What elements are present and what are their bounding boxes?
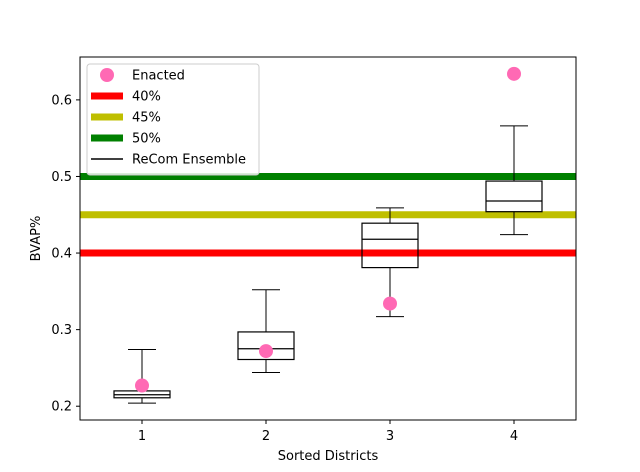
y-tick-label: 0.3 [51, 323, 72, 338]
enacted-point-district-1 [135, 378, 149, 393]
legend-entry: 45% [91, 111, 161, 126]
y-tick-label: 0.6 [51, 93, 72, 108]
threshold-lines [80, 172, 576, 257]
legend-label: Enacted [132, 69, 185, 84]
y-tick-label: 0.4 [51, 247, 72, 262]
iqr-box [237, 331, 295, 361]
legend-entry: 50% [91, 132, 161, 147]
legend: Enacted 40% 45% 50% ReCom Ensemble [86, 63, 260, 176]
x-axis-label: Sorted Districts [278, 449, 379, 464]
enacted-point-district-2 [259, 344, 273, 359]
y-axis-ticks: 0.2 0.3 0.4 0.5 0.6 [51, 93, 80, 415]
y-tick-label: 0.5 [51, 170, 72, 185]
y-axis-label: BVAP% [29, 216, 44, 262]
ensemble-box-district-1 [113, 349, 171, 404]
enacted-points [135, 66, 521, 393]
legend-label: 45% [132, 111, 161, 126]
legend-label: ReCom Ensemble [132, 153, 246, 168]
x-tick-label: 2 [262, 429, 270, 444]
iqr-box [485, 180, 543, 213]
legend-label: 40% [132, 90, 161, 105]
iqr-box [361, 222, 419, 269]
legend-label: 50% [132, 132, 161, 147]
legend-marker [100, 68, 114, 82]
legend-entry: ReCom Ensemble [91, 153, 246, 168]
enacted-point-district-3 [383, 296, 397, 311]
legend-entry: 40% [91, 90, 161, 105]
x-axis-ticks: 1 2 3 4 [138, 420, 518, 444]
legend-frame [86, 63, 260, 176]
legend-entry: Enacted [100, 68, 185, 84]
x-tick-label: 1 [138, 429, 146, 444]
x-tick-label: 3 [386, 429, 394, 444]
x-tick-label: 4 [510, 429, 518, 444]
enacted-point-district-4 [507, 66, 521, 81]
plot-frame [79, 56, 577, 421]
ensemble-box-district-2 [237, 289, 295, 374]
ensemble-box-district-4 [485, 125, 543, 236]
y-tick-label: 0.2 [51, 400, 72, 415]
